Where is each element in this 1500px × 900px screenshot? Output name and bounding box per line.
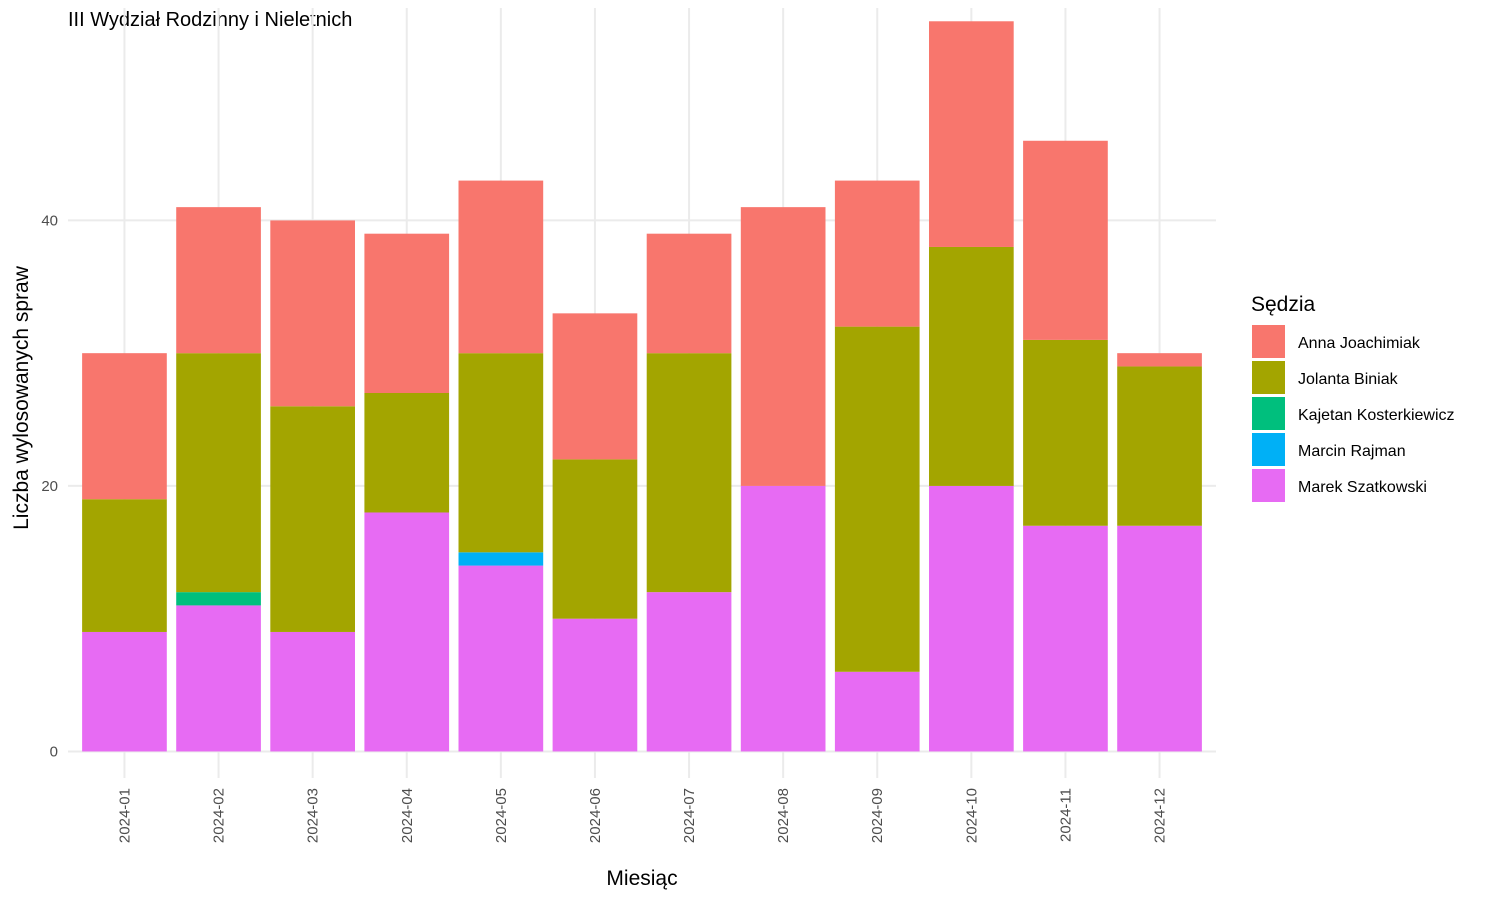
bar-segment [1023, 140, 1108, 340]
legend-key [1252, 325, 1285, 358]
bar-segment [176, 353, 261, 593]
y-tick-label: 40 [41, 212, 58, 229]
y-axis-title: Liczba wylosowanych spraw [10, 265, 33, 530]
legend-label: Marcin Rajman [1298, 443, 1406, 460]
legend-label: Marek Szatkowski [1298, 479, 1427, 496]
legend-label: Anna Joachimiak [1298, 335, 1421, 352]
bar-segment [270, 406, 355, 632]
x-tick-label: 2024-02 [211, 788, 228, 843]
legend-title: Sędzia [1251, 293, 1316, 316]
bar-segment [834, 326, 920, 672]
x-tick-label: 2024-04 [399, 788, 416, 843]
x-tick-label: 2024-09 [869, 788, 886, 843]
x-tick-label: 2024-12 [1152, 788, 1169, 843]
bar-segment [364, 233, 450, 393]
bar-segment [82, 353, 167, 500]
chart-title: III Wydział Rodzinny i Nieletnich [68, 9, 352, 31]
legend-key [1252, 433, 1285, 466]
legend-label: Jolanta Biniak [1298, 371, 1399, 388]
x-tick-label: 2024-05 [493, 788, 510, 843]
bar-segment [552, 618, 638, 752]
bar-segment [929, 485, 1014, 752]
bar-segment [552, 459, 638, 619]
bar-segment [646, 592, 732, 752]
bar-segment [646, 353, 732, 593]
bar-segment [646, 233, 732, 354]
bar-segment [552, 313, 638, 460]
bar-segment [176, 592, 261, 606]
bar-segment [1023, 525, 1108, 752]
legend-key [1252, 397, 1285, 430]
bar-segment [1117, 366, 1202, 526]
legend: Sędzia Anna Joachimiak Jolanta Biniak Kaje… [1251, 293, 1455, 502]
bar-segment [834, 671, 920, 752]
bar-segment [270, 220, 355, 407]
x-tick-label: 2024-01 [116, 788, 133, 843]
bar-segment [740, 207, 826, 486]
x-tick-label: 2024-11 [1057, 788, 1074, 842]
bar-segment [1023, 339, 1108, 526]
bar-segment [458, 180, 544, 354]
bar-segment [929, 246, 1014, 486]
y-tick-label: 0 [50, 743, 58, 760]
bar-segment [740, 485, 826, 752]
bar-segment [82, 631, 167, 752]
x-axis-title: Miesiąc [606, 867, 677, 890]
bar-segment [458, 565, 544, 752]
y-tick-label: 20 [41, 478, 58, 495]
bars [82, 21, 1202, 752]
bar-segment [929, 21, 1014, 247]
bar-segment [364, 393, 450, 513]
x-tick-label: 2024-06 [587, 788, 604, 843]
y-axis: 0 20 40 [41, 212, 58, 760]
x-tick-label: 2024-03 [305, 788, 322, 843]
legend-key [1252, 469, 1285, 502]
bar-segment [458, 552, 544, 566]
bar-segment [176, 605, 261, 752]
bar-segment [1117, 353, 1202, 367]
x-tick-label: 2024-10 [963, 788, 980, 843]
bar-segment [1117, 525, 1202, 752]
legend-label: Kajetan Kosterkiewicz [1298, 407, 1455, 424]
x-axis: 2024-01 2024-02 2024-03 2024-04 2024-05 2024-… [116, 788, 1168, 843]
x-tick-label: 2024-07 [681, 788, 698, 843]
bar-segment [364, 512, 450, 752]
bar-segment [834, 180, 920, 327]
bar-segment [270, 631, 355, 752]
bar-segment [458, 353, 544, 553]
bar-segment [176, 207, 261, 354]
legend-key [1252, 361, 1285, 394]
bar-segment [82, 499, 167, 632]
x-tick-label: 2024-08 [775, 788, 792, 843]
